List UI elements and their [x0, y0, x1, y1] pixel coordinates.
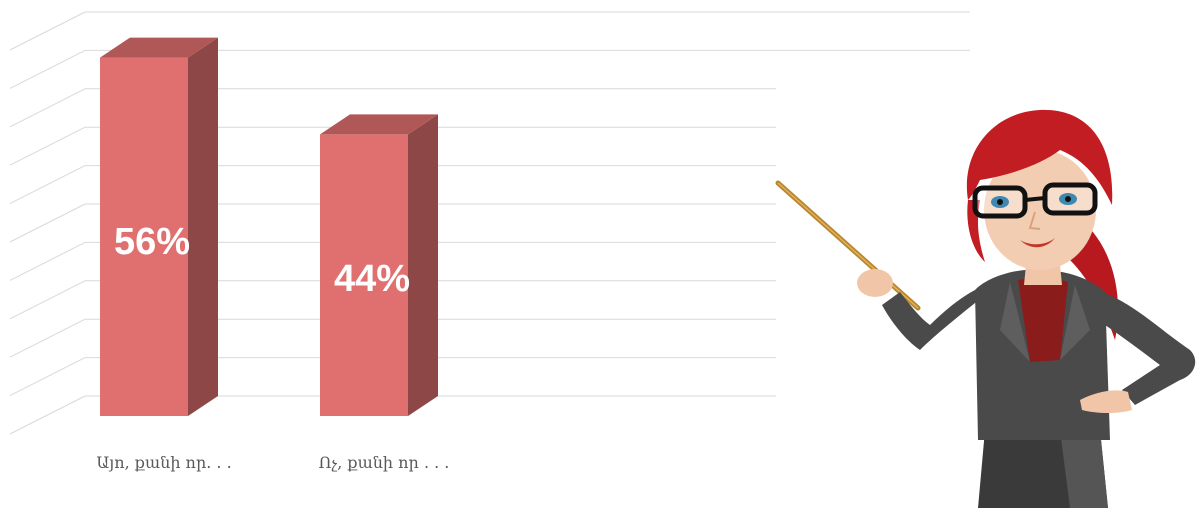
- category-label: Ոչ, քանի որ . . .: [319, 453, 450, 472]
- bar-side: [408, 114, 438, 417]
- data-label: 56%: [114, 221, 190, 263]
- bar-front: [100, 57, 188, 416]
- grid-wall-line: [9, 126, 86, 166]
- grid-wall-line: [9, 357, 86, 397]
- bar-side: [188, 37, 218, 416]
- category-label: Այո, քանի որ. . .: [96, 453, 231, 472]
- grid-wall-line: [9, 165, 86, 205]
- grid-wall-line: [9, 203, 86, 243]
- grid-wall-line: [9, 395, 86, 435]
- grid-wall-line: [9, 11, 86, 51]
- grid-wall-line: [9, 318, 86, 358]
- chart-bars: [100, 37, 438, 417]
- grid-wall-line: [9, 49, 86, 89]
- grid-wall-line: [9, 88, 86, 128]
- data-label: 44%: [334, 258, 410, 300]
- bar-top: [320, 114, 438, 135]
- teacher-with-pointer-icon: [775, 109, 1196, 508]
- grid-wall-line: [9, 241, 86, 281]
- chart-labels: 56% Այո, քանի որ. . . 44% Ոչ, քանի որ . . .: [96, 221, 449, 472]
- bar-top: [100, 37, 218, 58]
- bar-front: [320, 134, 408, 416]
- grid-wall-line: [9, 280, 86, 320]
